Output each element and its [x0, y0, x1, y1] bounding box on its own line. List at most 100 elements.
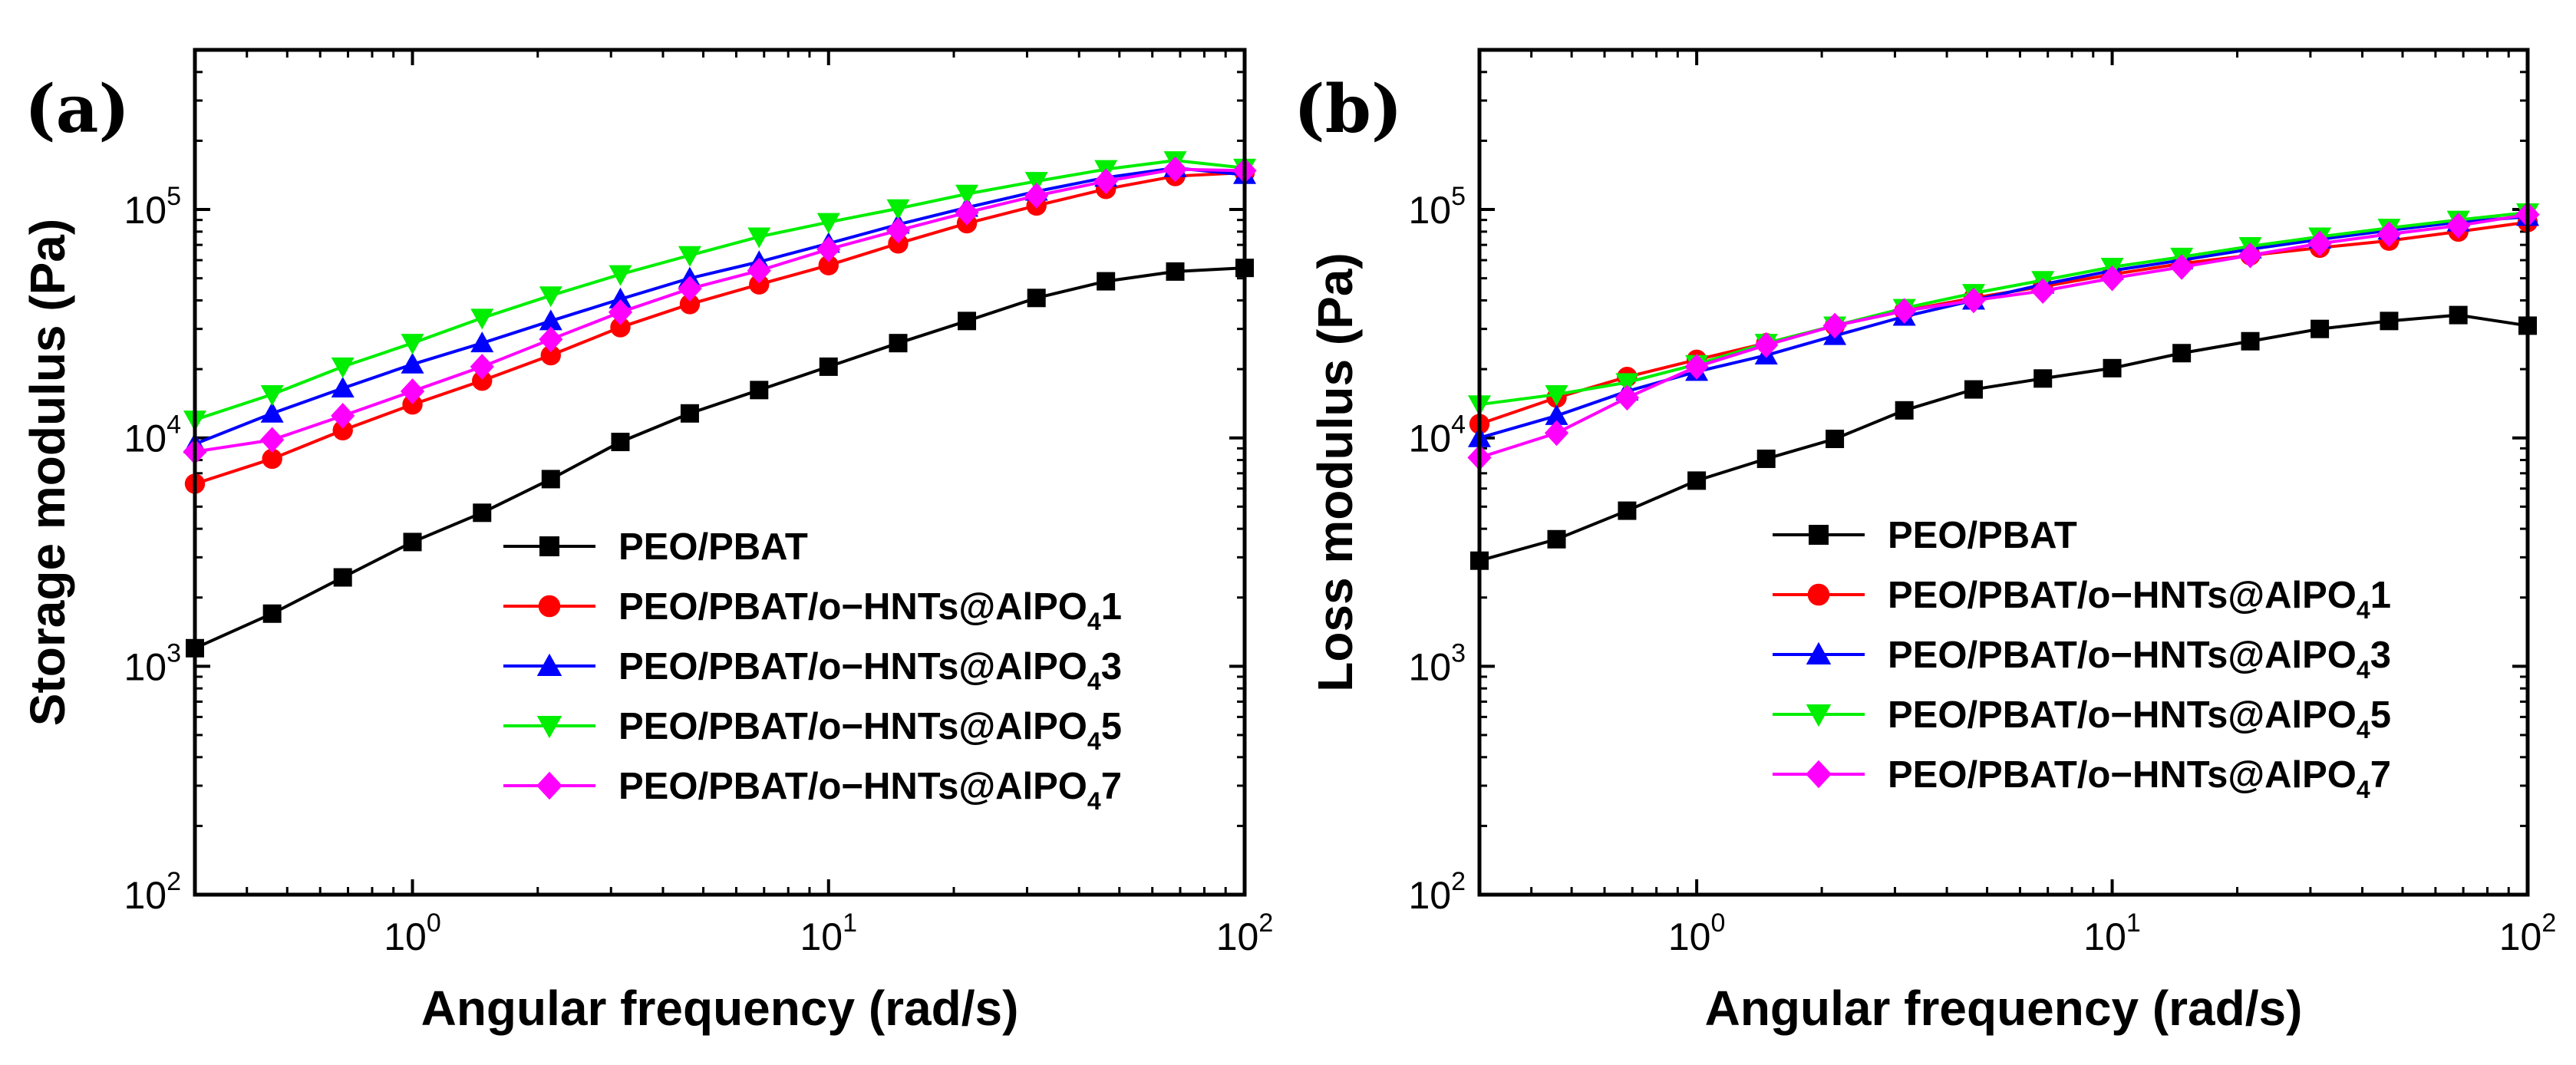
series-1 [186, 259, 1254, 658]
data-point [1684, 354, 1709, 380]
data-point [2169, 254, 2194, 280]
legend-marker [536, 653, 562, 676]
legend-label: PEO/PBAT/o−HNTs@AlPO45 [618, 706, 1122, 755]
data-point [1687, 471, 1707, 490]
y-tick-label: 104 [124, 411, 181, 460]
data-point [262, 604, 282, 623]
legend-label: PEO/PBAT/o−HNTs@AlPO43 [618, 646, 1122, 695]
legend-item: PEO/PBAT/o−HNTs@AlPO43 [1773, 635, 2391, 684]
data-point [955, 199, 979, 226]
data-point [539, 326, 563, 353]
data-point [609, 265, 632, 286]
series-line [194, 171, 1245, 486]
series-2 [184, 162, 1255, 494]
data-point [2307, 230, 2332, 257]
panel-b: (b) 100 101 102 102 103 104 105 Angular frequenc… [1294, 48, 2557, 1036]
data-point [262, 448, 282, 470]
legend-item: PEO/PBAT/o−HNTs@AlPO45 [1773, 694, 2391, 744]
legend-marker [1809, 525, 1829, 545]
x-tick-label: 101 [2083, 908, 2141, 958]
x-tick-label: 101 [800, 908, 857, 958]
data-point [1093, 168, 1118, 194]
data-point [747, 257, 771, 284]
x-tick-label: 102 [1216, 908, 1274, 958]
data-point [1027, 289, 1046, 308]
data-point [401, 334, 424, 355]
legend-marker [538, 595, 561, 618]
data-point [540, 345, 561, 366]
data-point [889, 334, 908, 353]
data-point [679, 294, 701, 315]
data-point [611, 432, 630, 451]
data-point [610, 317, 631, 338]
data-point [1024, 172, 1048, 193]
data-point [403, 532, 422, 552]
data-point [331, 403, 355, 429]
data-point [1756, 449, 1776, 468]
legend: PEO/PBAT PEO/PBAT/o−HNTs@AlPO41 PEO/PBAT/o… [1773, 515, 2391, 803]
data-point [678, 275, 702, 302]
data-point [818, 255, 839, 275]
plot-frame [1477, 48, 2530, 897]
data-point [1754, 331, 1779, 358]
data-point [2241, 331, 2260, 351]
data-point [678, 246, 701, 267]
y-tick-label: 103 [1408, 638, 1466, 688]
data-point [260, 401, 284, 423]
data-point [1615, 384, 1640, 411]
panel-label: (a) [25, 71, 130, 148]
data-point [749, 274, 770, 295]
panel-label: (b) [1294, 71, 1403, 148]
y-tick-label: 102 [124, 867, 181, 917]
data-point [816, 213, 840, 234]
legend-label: PEO/PBAT/o−HNTs@AlPO43 [1888, 635, 2391, 684]
data-point [819, 357, 838, 376]
data-point [1166, 262, 1185, 281]
data-point [260, 385, 284, 407]
legend-item: PEO/PBAT/o−HNTs@AlPO45 [503, 706, 1122, 755]
data-point [1964, 380, 1983, 399]
legend-label: PEO/PBAT [618, 526, 808, 568]
legend-label: PEO/PBAT/o−HNTs@AlPO41 [1888, 575, 2391, 624]
data-point [747, 227, 771, 249]
x-axis-title: Angular frequency (rad/s) [1705, 981, 2303, 1036]
x-tick-label: 102 [2499, 908, 2557, 958]
series-line [194, 266, 1245, 650]
data-point [470, 308, 494, 330]
data-point [401, 352, 424, 374]
data-point [1618, 501, 1637, 520]
data-point [2172, 344, 2192, 363]
data-point [1892, 298, 1917, 324]
data-point [1826, 429, 1845, 448]
data-point [333, 568, 352, 587]
series-4 [183, 151, 1256, 432]
data-point [2449, 305, 2468, 325]
legend-marker [536, 716, 562, 739]
legend-item: PEO/PBAT [503, 526, 808, 568]
legend-item: PEO/PBAT/o−HNTs@AlPO47 [1773, 754, 2391, 803]
data-point [958, 312, 977, 331]
y-axis-title: Loss modulus (Pa) [1308, 252, 1363, 692]
legend-item: PEO/PBAT/o−HNTs@AlPO41 [503, 586, 1122, 635]
x-tick-label: 100 [1668, 908, 1726, 958]
data-point [2099, 265, 2125, 292]
data-point [1163, 156, 1188, 183]
data-point [470, 331, 494, 353]
legend-label: PEO/PBAT/o−HNTs@AlPO45 [1888, 694, 2391, 744]
series-line [1479, 215, 2528, 440]
data-point [1615, 373, 1639, 394]
data-point [609, 287, 632, 308]
legend-item: PEO/PBAT/o−HNTs@AlPO43 [503, 646, 1122, 695]
data-point [2310, 319, 2330, 338]
legend-marker [539, 536, 559, 556]
series-line [194, 159, 1245, 422]
data-point [2238, 242, 2263, 269]
data-point [2103, 358, 2122, 378]
y-tick-label: 104 [1408, 411, 1466, 460]
legend: PEO/PBAT PEO/PBAT/o−HNTs@AlPO41 PEO/PBAT/o… [503, 526, 1122, 815]
legend-marker [1806, 641, 1832, 664]
y-tick-label: 103 [124, 638, 181, 688]
data-point [886, 217, 911, 244]
data-point [332, 420, 353, 440]
x-tick-label: 100 [384, 908, 441, 958]
